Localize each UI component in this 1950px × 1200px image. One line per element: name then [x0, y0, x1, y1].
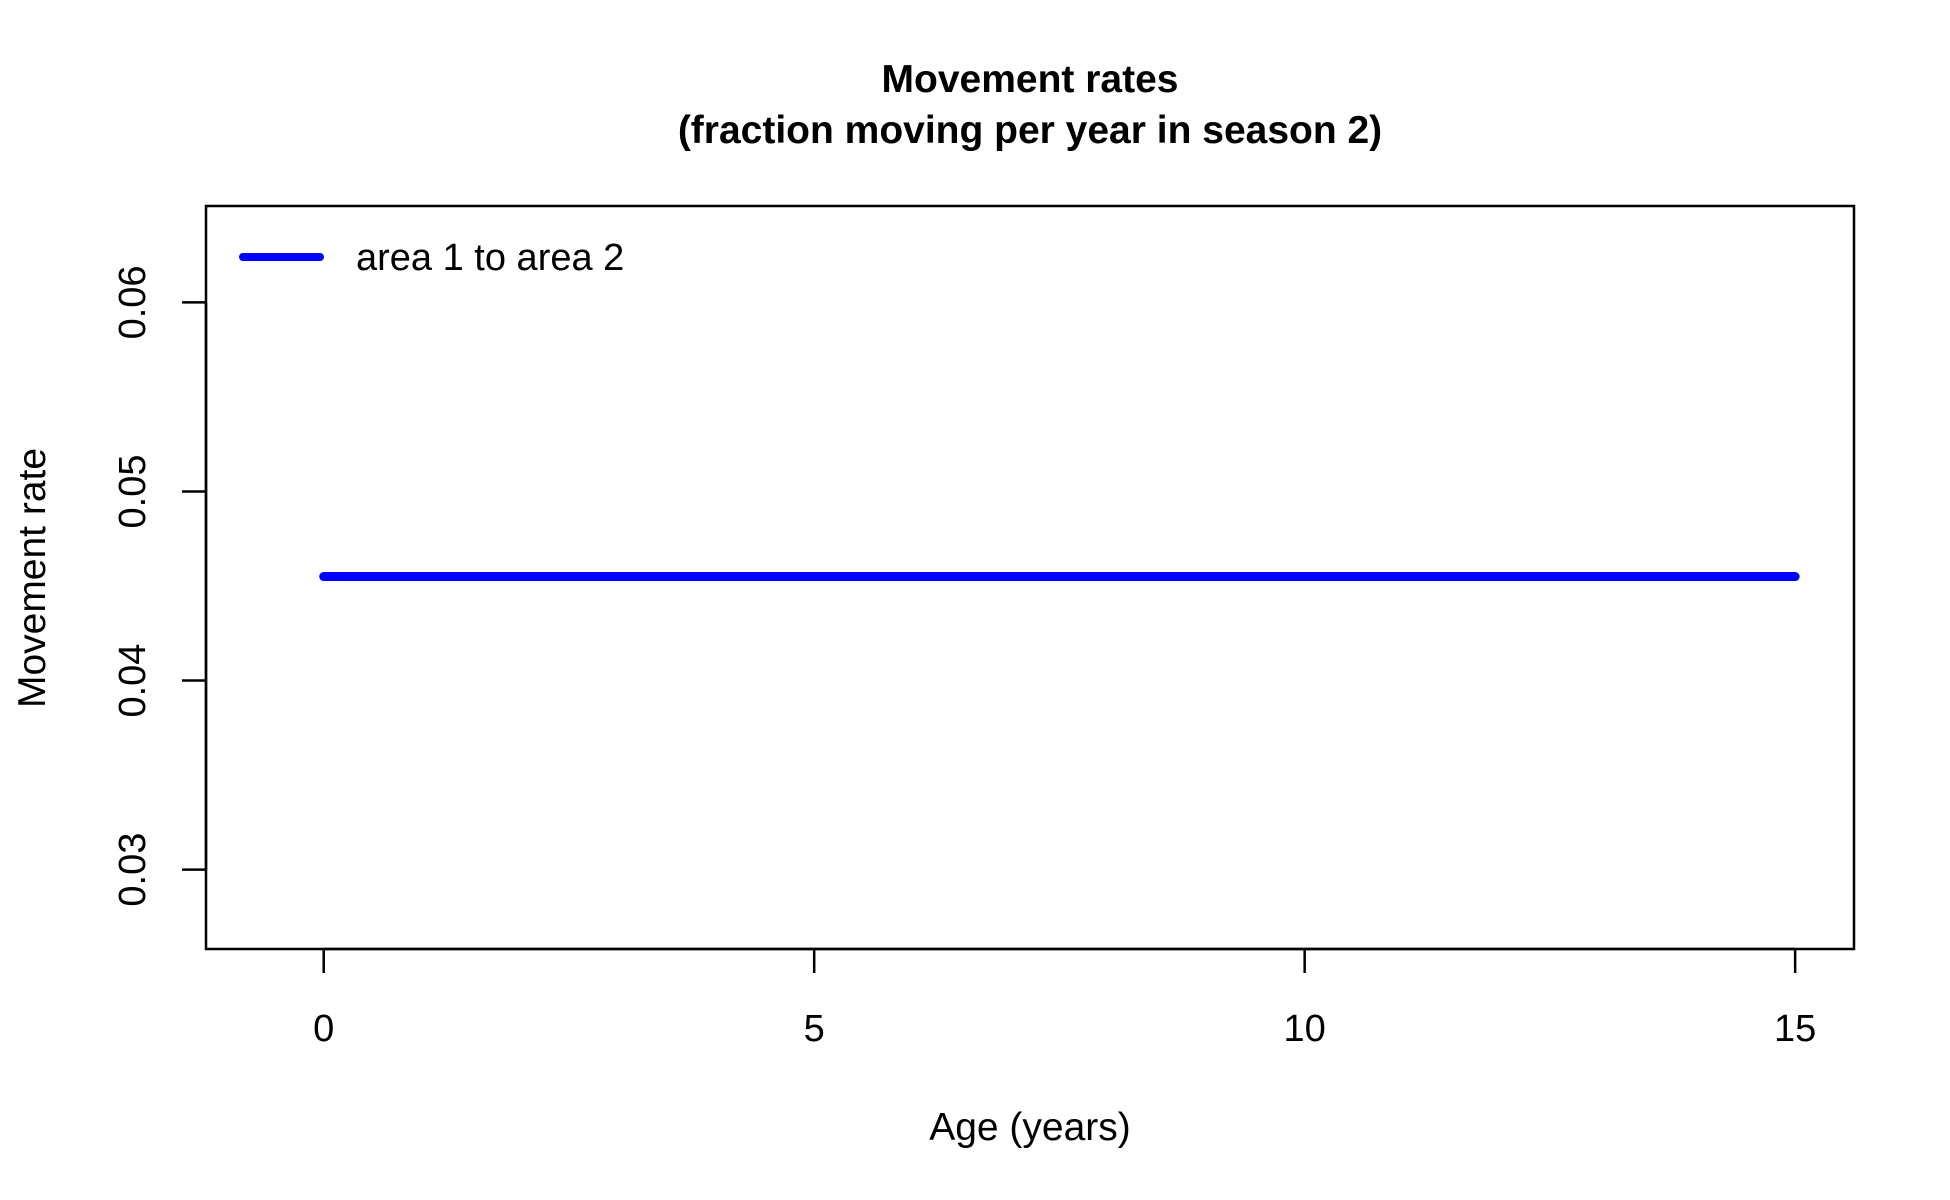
- y-axis-label: Movement rate: [11, 448, 54, 708]
- y-tick-label: 0.06: [112, 265, 154, 339]
- y-axis: 0.03 0.04 0.05 0.06: [112, 265, 208, 907]
- y-tick-label: 0.04: [112, 644, 154, 718]
- x-tick-label: 5: [804, 1008, 825, 1050]
- y-tick-label: 0.05: [112, 454, 154, 528]
- legend: area 1 to area 2: [239, 237, 624, 279]
- chart-subtitle: (fraction moving per year in season 2): [678, 109, 1382, 152]
- x-tick-label: 0: [313, 1008, 334, 1050]
- y-tick-label: 0.03: [112, 833, 154, 907]
- legend-label: area 1 to area 2: [356, 237, 624, 279]
- chart-title: Movement rates: [882, 58, 1179, 101]
- x-tick-label: 15: [1774, 1008, 1816, 1050]
- x-tick-label: 10: [1284, 1008, 1326, 1050]
- x-axis: 0 5 10 15: [313, 947, 1816, 1050]
- x-axis-label: Age (years): [929, 1106, 1131, 1149]
